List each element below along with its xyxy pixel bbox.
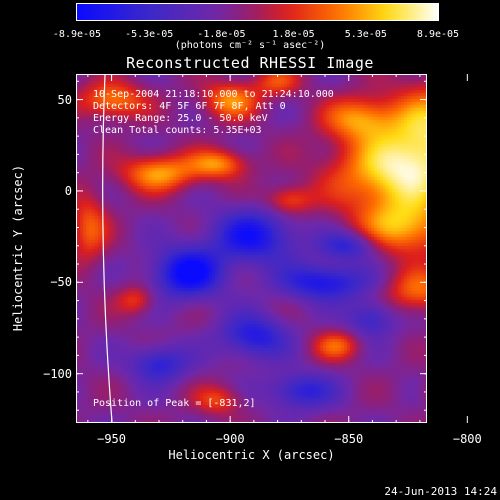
x-axis-label: Heliocentric X (arcsec) <box>168 448 335 462</box>
plot-area: 10-Sep-2004 21:18:10.000 to 21:24:10.000… <box>76 74 427 423</box>
colorbar-tick-label: 1.8e-05 <box>272 29 315 40</box>
x-tick-label: −900 <box>215 432 245 446</box>
y-tick-label: −100 <box>43 366 72 381</box>
footer-date: 24-Jun-2013 14:24 <box>384 485 497 498</box>
y-tick-label: −50 <box>50 275 72 290</box>
x-tick-label: −950 <box>97 432 127 446</box>
colorbar-tick-label: 8.9e-05 <box>416 29 460 40</box>
heatmap-image <box>77 75 426 422</box>
colorbar-tick-label: -5.3e-05 <box>125 29 174 40</box>
x-tick-label: −850 <box>334 432 364 446</box>
annotation-time: 10-Sep-2004 21:18:10.000 to 21:24:10.000 <box>93 89 334 100</box>
x-tick-label: −800 <box>452 432 482 446</box>
annotation-peak: Position of Peak = [-831,2] <box>93 398 256 409</box>
colorbar-unit-label: (photons cm⁻² s⁻¹ asec⁻²) <box>174 40 326 51</box>
colorbar-tick-label: -8.9e-05 <box>52 29 102 40</box>
y-axis-label: Heliocentric Y (arcsec) <box>11 164 25 332</box>
annotation-detectors: Detectors: 4F 5F 6F 7F 8F, Att 0 <box>93 101 286 112</box>
colorbar-tick-label: -1.8e-05 <box>197 29 246 40</box>
annotation-energy: Energy Range: 25.0 - 50.0 keV <box>93 113 268 124</box>
y-tick-label: 0 <box>64 183 72 198</box>
y-tick-label: 50 <box>57 92 72 107</box>
colorbar <box>76 3 439 21</box>
colorbar-tick-label: 5.3e-05 <box>344 29 387 40</box>
annotation-clean: Clean Total counts: 5.35E+03 <box>93 125 262 136</box>
solar-limb-line <box>102 75 113 422</box>
chart-title: Reconstructed RHESSI Image <box>126 54 374 72</box>
